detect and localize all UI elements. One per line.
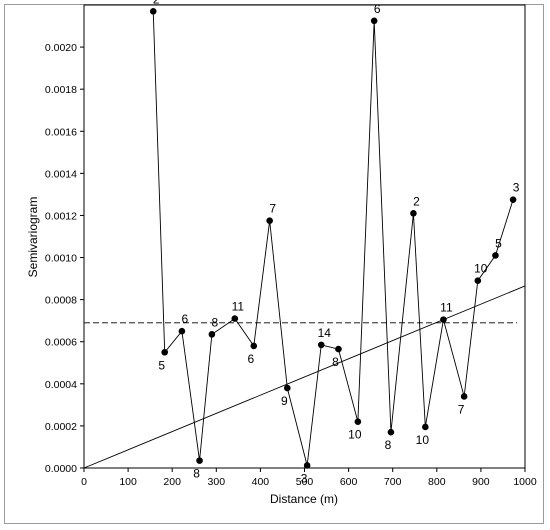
point-count-label: 11	[440, 301, 453, 315]
x-tick-label: 200	[163, 476, 181, 488]
x-tick-label: 1000	[513, 476, 537, 488]
data-point	[266, 217, 273, 225]
point-count-label: 8	[193, 467, 200, 481]
data-point	[410, 210, 417, 217]
data-point	[161, 348, 169, 356]
point-count-label: 7	[269, 202, 276, 216]
point-count-label: 5	[158, 358, 165, 372]
y-tick-label: 0.0014	[45, 168, 77, 180]
y-tick-label: 0.0018	[45, 84, 77, 96]
trend-line	[83, 285, 526, 469]
point-count-label: 7	[458, 402, 465, 416]
point-count-label: 10	[348, 428, 362, 442]
y-tick-label: 0.0020	[45, 42, 77, 54]
data-point	[422, 423, 429, 431]
y-tick-label: 0.0012	[45, 210, 77, 222]
x-tick-label: 400	[252, 476, 270, 488]
data-point	[196, 457, 203, 464]
point-count-label: 3	[301, 471, 308, 485]
point-count-label: 10	[416, 433, 430, 447]
y-tick-label: 0.0004	[45, 379, 77, 391]
x-tick-label: 0	[81, 476, 87, 488]
data-point	[178, 327, 186, 335]
x-axis-title: Distance (m)	[270, 492, 338, 506]
semivariogram-line	[152, 11, 514, 466]
data-point	[492, 252, 499, 259]
point-count-label: 8	[385, 438, 392, 452]
y-tick-label: 0.0010	[45, 253, 77, 265]
data-point	[250, 342, 258, 350]
data-point	[303, 462, 311, 469]
data-point	[387, 428, 395, 436]
point-count-label: 2	[153, 0, 160, 6]
x-tick-label: 100	[119, 476, 137, 488]
data-point	[317, 341, 325, 349]
plot-area	[83, 4, 526, 469]
x-tick-label: 800	[428, 476, 446, 488]
y-tick-label: 0.0016	[45, 126, 77, 138]
point-count-label: 2	[413, 194, 420, 208]
x-tick-label: 900	[472, 476, 490, 488]
point-count-label: 6	[374, 2, 381, 16]
data-point	[335, 345, 342, 353]
x-tick-label: 500	[296, 476, 314, 488]
data-point	[354, 418, 362, 426]
point-count-label: 5	[495, 236, 502, 250]
data-point	[284, 384, 291, 392]
data-point	[440, 316, 447, 323]
x-tick-label: 700	[384, 476, 402, 488]
point-count-label: 3	[513, 181, 520, 195]
x-tick-label: 600	[340, 476, 358, 488]
point-count-label: 11	[232, 300, 245, 314]
y-tick-label: 0.0006	[45, 337, 77, 349]
data-point	[370, 17, 378, 25]
point-count-label: 10	[474, 262, 488, 276]
data-point	[231, 315, 239, 322]
data-point	[208, 331, 216, 338]
x-tick-label: 300	[208, 476, 226, 488]
point-count-label: 6	[182, 312, 189, 326]
data-point	[474, 277, 482, 284]
point-count-label: 6	[247, 352, 254, 366]
data-point	[460, 393, 468, 400]
y-tick-label: 0.0002	[45, 421, 77, 433]
point-count-label: 8	[332, 355, 339, 369]
y-axis-title: Semivariogram	[26, 197, 40, 278]
data-point	[509, 196, 517, 203]
y-tick-label: 0.0008	[45, 295, 77, 307]
data-point	[149, 8, 157, 15]
point-count-label: 14	[318, 326, 332, 340]
point-count-label: 8	[212, 315, 219, 329]
y-tick-label: 0.0000	[45, 463, 77, 475]
point-count-label: 9	[281, 394, 288, 408]
